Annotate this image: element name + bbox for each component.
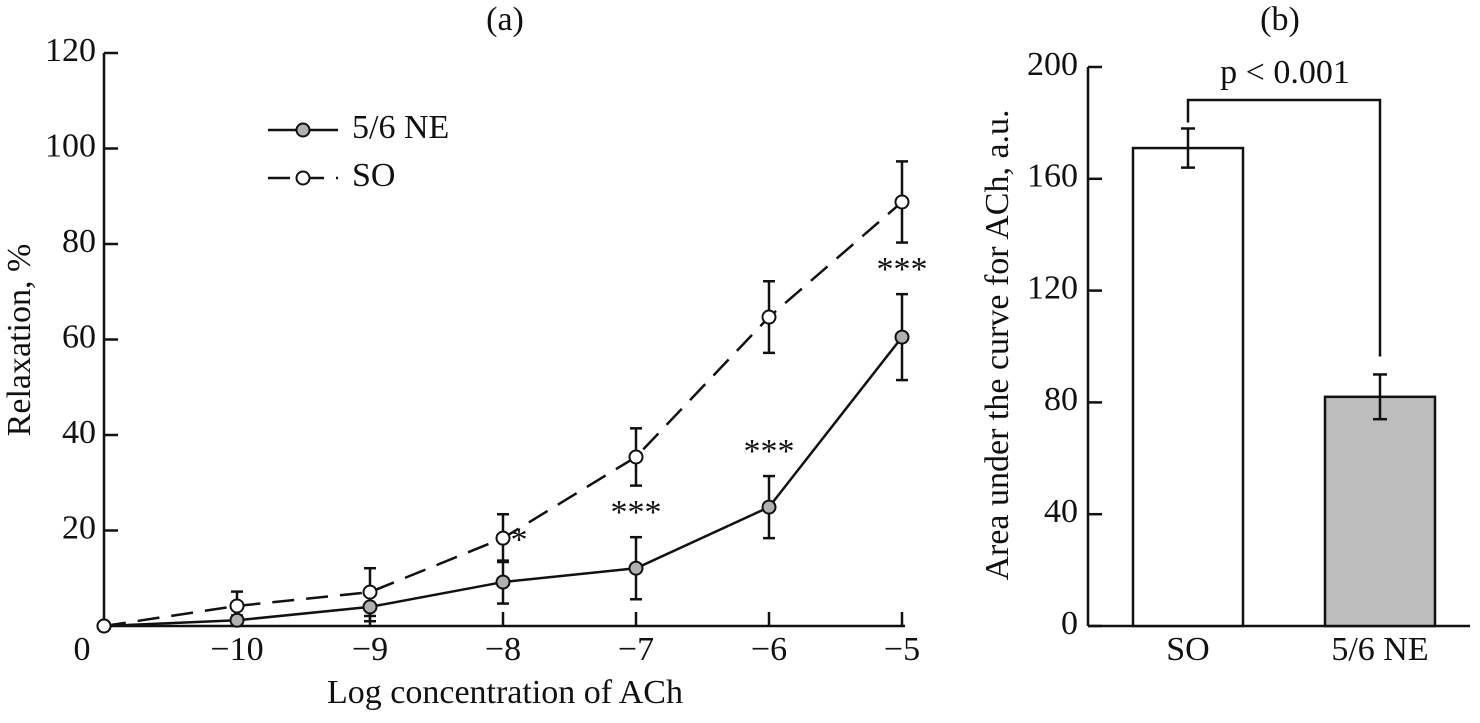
y-tick-label: 120 [45,32,96,69]
y-tick-label: 160 [1027,158,1078,195]
y-tick-label: 200 [1027,46,1078,83]
x-tick-label: −9 [352,631,388,668]
point [761,309,777,325]
y-tick-label: 120 [1027,269,1078,306]
y-tick-label: 60 [62,318,96,355]
x-tick-label: 0 [74,631,91,668]
y-axis-label: Area under the curve for ACh, a.u. [979,109,1016,580]
significance-bracket [1186,98,1382,357]
annotation: *** [611,494,662,531]
bar [1323,395,1437,628]
point [229,612,245,628]
x-tick-label: −7 [618,631,654,668]
point [495,574,511,590]
y-tick-label: 20 [62,509,96,546]
legend-marker [295,122,311,138]
point [894,329,910,345]
x-tick-label: −6 [751,631,787,668]
x-tick-label: SO [1166,631,1209,668]
chart-title: (a) [486,1,524,38]
point [495,530,511,546]
legend-label: 5/6 NE [352,109,449,146]
x-tick-label: 5/6 NE [1331,631,1428,668]
x-tick-label: −10 [210,631,263,668]
x-axis-label: Log concentration of ACh [327,674,683,711]
x-tick-label: −8 [485,631,521,668]
annotation: p < 0.001 [1220,54,1350,91]
point [761,499,777,515]
y-tick-label: 80 [62,223,96,260]
point [894,194,910,210]
legend-label: SO [352,157,395,194]
point [628,560,644,576]
point [96,618,112,634]
y-axis-label: Relaxation, % [1,244,38,437]
y-tick-label: 40 [1044,493,1078,530]
point [362,584,378,600]
annotation: *** [744,433,795,470]
y-tick-label: 80 [1044,381,1078,418]
y-tick-label: 40 [62,414,96,451]
point [229,598,245,614]
point [362,599,378,615]
y-tick-label: 100 [45,127,96,164]
y-tick-label: 0 [1061,605,1078,642]
point [628,449,644,465]
annotation: *** [877,251,928,288]
chart-title: (b) [1260,1,1300,38]
x-tick-label: −5 [884,631,920,668]
legend-marker [295,170,311,186]
annotation: * [511,521,528,558]
bar [1131,146,1245,628]
